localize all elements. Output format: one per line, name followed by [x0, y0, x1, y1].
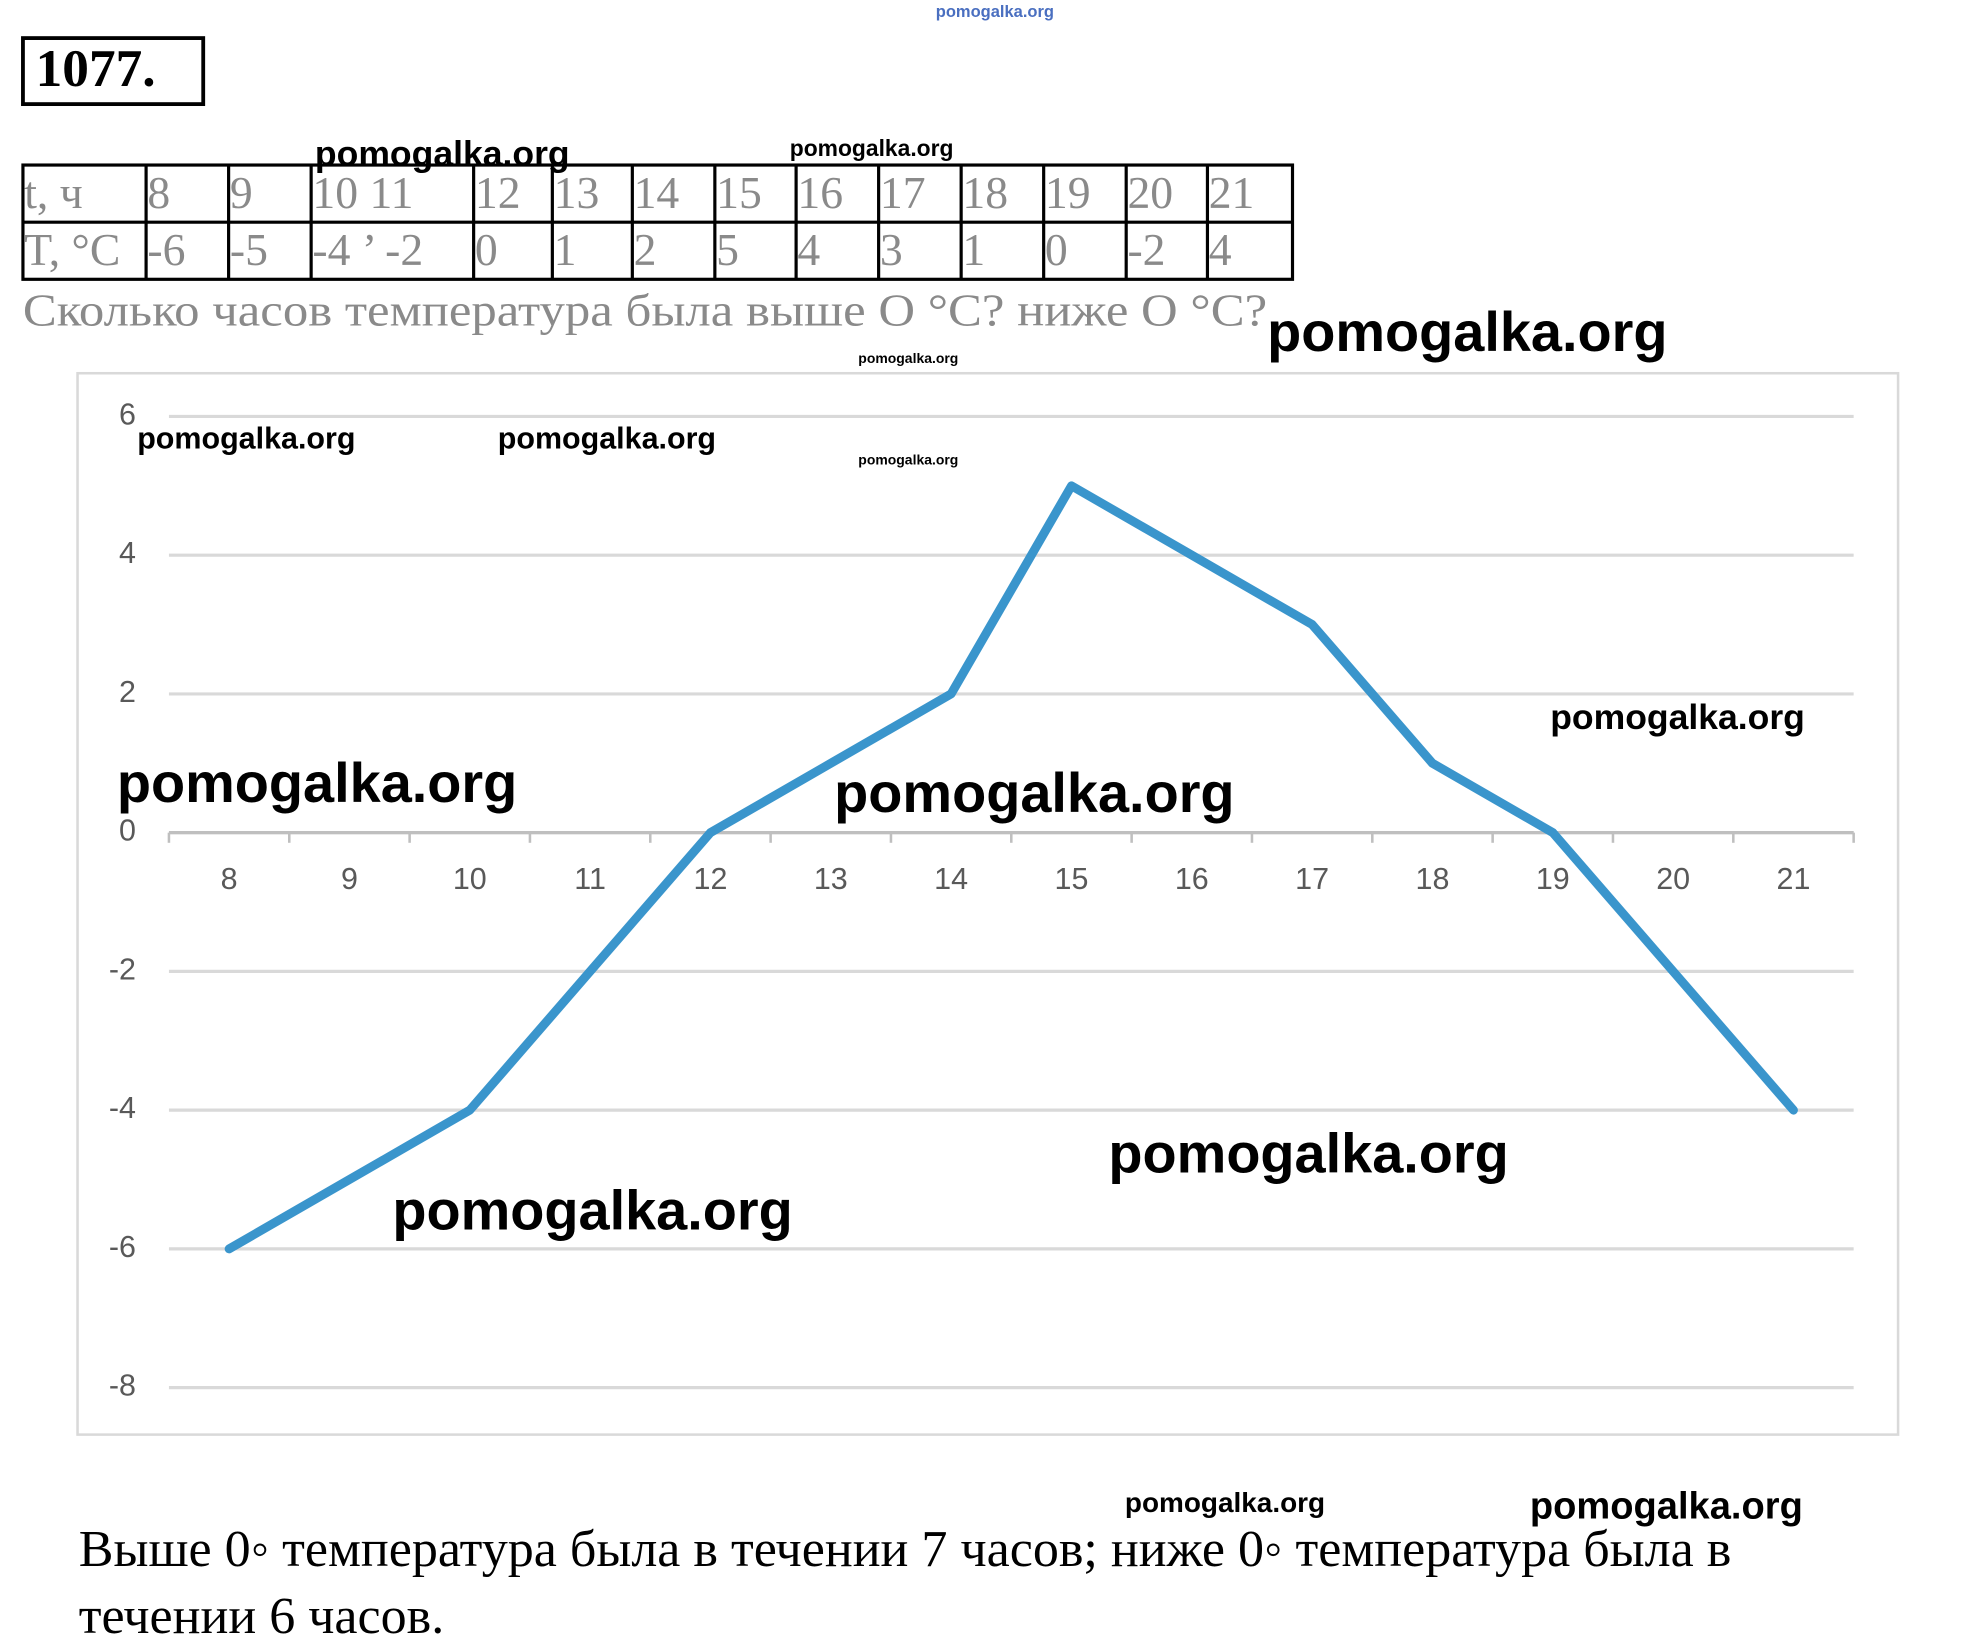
x-tick-label: 15: [1055, 862, 1089, 896]
watermark: pomogalka.org: [1108, 1122, 1508, 1185]
table-cell: 14: [634, 167, 680, 218]
watermark: pomogalka.org: [392, 1179, 792, 1242]
watermark: pomogalka.org: [858, 350, 958, 366]
y-tick-label: 4: [119, 536, 136, 570]
data-line: [224, 481, 1798, 1254]
table-cell: t, ч: [24, 167, 83, 218]
watermark: pomogalka.org: [1530, 1485, 1803, 1527]
y-tick-label: -4: [109, 1091, 136, 1125]
x-tick-label: 10: [453, 862, 487, 896]
watermark: pomogalka.org: [315, 134, 570, 174]
x-tick-label: 17: [1295, 862, 1329, 896]
watermark: pomogalka.org: [1267, 300, 1667, 363]
table-cell: 8: [147, 167, 170, 218]
x-tick-label: 19: [1536, 862, 1570, 896]
watermark: pomogalka.org: [790, 135, 954, 161]
y-tick-label: 2: [119, 675, 136, 709]
table-cell: 12: [475, 167, 521, 218]
table-cell: -5: [230, 224, 268, 275]
y-tick-label: -8: [109, 1369, 136, 1403]
number-box: [21, 36, 206, 107]
watermark: pomogalka.org: [1550, 697, 1805, 737]
table-cell: T, °C: [24, 224, 120, 275]
table-cell: 4: [1209, 224, 1232, 275]
watermark: pomogalka.org: [858, 452, 958, 468]
table-cell: -4 ’ -2: [312, 224, 423, 275]
watermark: pomogalka.org: [1125, 1487, 1325, 1518]
y-tick-label: -2: [109, 952, 136, 986]
question: Сколько часов температура была выше О °С…: [23, 284, 1267, 335]
watermark: pomogalka.org: [834, 761, 1234, 824]
table-cell: 0: [475, 224, 498, 275]
x-tick-label: 12: [694, 862, 728, 896]
table-cell: 0: [1045, 224, 1068, 275]
watermark: pomogalka.org: [936, 3, 1054, 21]
y-tick-label: 0: [119, 814, 136, 848]
table-cell: 1: [554, 224, 577, 275]
table-cell: 13: [554, 167, 600, 218]
table-cell: 17: [880, 167, 926, 218]
table-cell: 9: [230, 167, 253, 218]
answer-line: течении 6 часов.: [79, 1588, 444, 1639]
table-cell: 2: [634, 224, 657, 275]
table-cell: 19: [1045, 167, 1091, 218]
x-tick-label: 21: [1777, 862, 1811, 896]
watermark: pomogalka.org: [137, 422, 355, 456]
x-tick-label: 8: [221, 862, 238, 896]
problem-number: 1077.: [36, 38, 156, 98]
y-tick-label: 6: [119, 397, 136, 431]
x-tick-label: 9: [341, 862, 358, 896]
watermark: pomogalka.org: [498, 422, 716, 456]
answer-line: Выше 0◦ температура была в течении 7 час…: [79, 1521, 1732, 1578]
table-cell: 21: [1209, 167, 1255, 218]
x-tick-label: 14: [934, 862, 968, 896]
table-cell: 20: [1127, 167, 1173, 218]
table-cell: 3: [880, 224, 903, 275]
x-tick-label: 13: [814, 862, 848, 896]
table-cell: 15: [716, 167, 762, 218]
table-cell: -6: [147, 224, 185, 275]
table-cell: 5: [716, 224, 739, 275]
y-tick-label: -6: [109, 1230, 136, 1264]
table-cell: 18: [962, 167, 1008, 218]
chart-frame: [76, 371, 1900, 1436]
table-cell: 10 11: [312, 167, 413, 218]
x-tick-label: 18: [1416, 862, 1450, 896]
x-tick-label: 16: [1175, 862, 1209, 896]
table-cell: 4: [797, 224, 820, 275]
table-cell: -2: [1127, 224, 1165, 275]
table-cell: 1: [962, 224, 985, 275]
watermark: pomogalka.org: [117, 751, 517, 814]
x-tick-label: 20: [1656, 862, 1690, 896]
x-tick-label: 11: [574, 862, 606, 896]
table-cell: 16: [797, 167, 843, 218]
